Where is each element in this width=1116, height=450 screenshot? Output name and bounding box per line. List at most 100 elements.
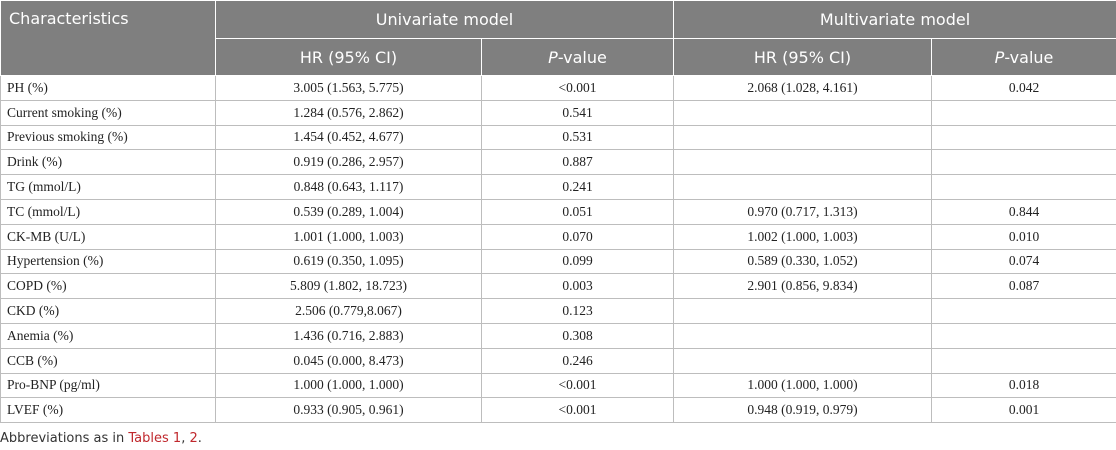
row-label: CCB (%) xyxy=(0,347,216,374)
header-text: P xyxy=(994,47,1005,67)
row-label: Anemia (%) xyxy=(0,322,216,349)
table-row: PH (%) 3.005 (1.563, 5.775) <0.001 2.068 (1… xyxy=(0,75,1116,101)
cell: 0.541 xyxy=(480,99,675,126)
header-cell: P-value xyxy=(931,38,1116,76)
table-row: LVEF (%) 0.933 (0.905, 0.961) <0.001 0.948 … xyxy=(0,397,1116,424)
row-label: CK-MB (U/L) xyxy=(0,223,216,250)
results-table: Characteristics Univariate model Multiva… xyxy=(0,0,1116,424)
cell: <0.001 xyxy=(480,372,675,399)
row-label: Current smoking (%) xyxy=(0,99,216,126)
cell: 0.848 (0.643, 1.117) xyxy=(215,174,482,200)
cell: 0.933 (0.905, 0.961) xyxy=(215,397,482,424)
table-row: TC (mmol/L) 0.539 (0.289, 1.004) 0.051 0.97… xyxy=(0,198,1116,225)
cell xyxy=(673,174,933,200)
table-row: CK-MB (U/L) 1.001 (1.000, 1.003) 0.070 1.00… xyxy=(0,223,1116,250)
row-label: CKD (%) xyxy=(0,298,216,324)
cell: 0.001 xyxy=(931,397,1116,424)
cell xyxy=(673,99,933,126)
table-row: Drink (%) 0.919 (0.286, 2.957) 0.887 xyxy=(0,149,1116,176)
row-label: COPD (%) xyxy=(0,273,216,300)
row-label: Previous smoking (%) xyxy=(0,124,216,151)
cell xyxy=(673,347,933,374)
table-row: Anemia (%) 1.436 (0.716, 2.883) 0.308 xyxy=(0,322,1116,349)
cell: 0.099 xyxy=(480,248,675,275)
cell xyxy=(673,298,933,324)
cell: 2.068 (1.028, 4.161) xyxy=(673,75,933,101)
cell xyxy=(931,174,1116,200)
cell: 1.002 (1.000, 1.003) xyxy=(673,223,933,250)
cell: 3.005 (1.563, 5.775) xyxy=(215,75,482,101)
cell: 0.051 xyxy=(480,198,675,225)
cell: 0.619 (0.350, 1.095) xyxy=(215,248,482,275)
row-label: Pro-BNP (pg/ml) xyxy=(0,372,216,399)
table-row: TG (mmol/L) 0.848 (0.643, 1.117) 0.241 xyxy=(0,174,1116,200)
header-text: -value xyxy=(557,47,607,67)
header-cell: Univariate model xyxy=(214,0,675,39)
footnote: Abbreviations as in Tables 1, 2. xyxy=(0,431,1116,446)
table-row: Previous smoking (%) 1.454 (0.452, 4.677)… xyxy=(0,124,1116,151)
cell: 5.809 (1.802, 18.723) xyxy=(215,273,482,300)
cell: 0.087 xyxy=(931,273,1116,300)
table-row: CKD (%) 2.506 (0.779,8.067) 0.123 xyxy=(0,298,1116,324)
cell: 1.001 (1.000, 1.003) xyxy=(215,223,482,250)
cell xyxy=(931,124,1116,151)
table-row: Hypertension (%) 0.619 (0.350, 1.095) 0.09… xyxy=(0,248,1116,275)
header-text: P xyxy=(548,47,558,67)
cell xyxy=(931,149,1116,176)
cell: 0.010 xyxy=(931,223,1116,250)
header-cell: Characteristics xyxy=(0,0,216,76)
cell: 0.844 xyxy=(931,198,1116,225)
cell: 0.123 xyxy=(480,298,675,324)
table-link[interactable]: Tables 1 xyxy=(128,431,182,447)
cell: 1.454 (0.452, 4.677) xyxy=(215,124,482,151)
cell: 0.887 xyxy=(480,149,675,176)
cell: 0.919 (0.286, 2.957) xyxy=(215,149,482,176)
header-cell: HR (95% CI) xyxy=(215,38,482,76)
cell: 0.018 xyxy=(931,372,1116,399)
row-label: LVEF (%) xyxy=(0,397,216,424)
cell: 0.045 (0.000, 8.473) xyxy=(215,347,482,374)
cell: <0.001 xyxy=(480,397,675,424)
row-label: TG (mmol/L) xyxy=(0,174,216,200)
table-row: Current smoking (%) 1.284 (0.576, 2.862) 0… xyxy=(0,99,1116,126)
footnote-text: , xyxy=(181,431,190,447)
cell xyxy=(673,322,933,349)
table-row: Pro-BNP (pg/ml) 1.000 (1.000, 1.000) <0.00… xyxy=(0,372,1116,399)
cell: 0.070 xyxy=(480,223,675,250)
cell: 1.284 (0.576, 2.862) xyxy=(215,99,482,126)
table-row: CCB (%) 0.045 (0.000, 8.473) 0.246 xyxy=(0,347,1116,374)
cell: 0.246 xyxy=(480,347,675,374)
cell: 2.506 (0.779,8.067) xyxy=(215,298,482,324)
row-label: Drink (%) xyxy=(0,149,216,176)
cell xyxy=(673,149,933,176)
table-body: PH (%) 3.005 (1.563, 5.775) <0.001 2.068 (1… xyxy=(0,75,1116,424)
row-label: TC (mmol/L) xyxy=(0,198,216,225)
cell: 0.241 xyxy=(480,174,675,200)
cell xyxy=(931,347,1116,374)
cell: 1.436 (0.716, 2.883) xyxy=(215,322,482,349)
row-label: PH (%) xyxy=(0,75,216,101)
cell: 0.948 (0.919, 0.979) xyxy=(673,397,933,424)
table-row: COPD (%) 5.809 (1.802, 18.723) 0.003 2.901 … xyxy=(0,273,1116,300)
cell: 1.000 (1.000, 1.000) xyxy=(215,372,482,399)
cell xyxy=(931,298,1116,324)
cell: 0.308 xyxy=(480,322,675,349)
header-cell: Multivariate model xyxy=(673,0,1116,39)
header-cell: P-value xyxy=(480,38,675,76)
cell: 1.000 (1.000, 1.000) xyxy=(673,372,933,399)
header-cell: HR (95% CI) xyxy=(673,38,933,76)
table-link[interactable]: 2 xyxy=(189,431,198,447)
cell xyxy=(673,124,933,151)
header-text: -value xyxy=(1004,47,1054,67)
footnote-text: Abbreviations as in xyxy=(0,431,129,447)
cell: 0.531 xyxy=(480,124,675,151)
cell: 2.901 (0.856, 9.834) xyxy=(673,273,933,300)
cell: 0.970 (0.717, 1.313) xyxy=(673,198,933,225)
cell: 0.589 (0.330, 1.052) xyxy=(673,248,933,275)
cell: 0.003 xyxy=(480,273,675,300)
cell: 0.074 xyxy=(931,248,1116,275)
cell xyxy=(931,322,1116,349)
cell: 0.042 xyxy=(931,75,1116,101)
cell xyxy=(931,99,1116,126)
